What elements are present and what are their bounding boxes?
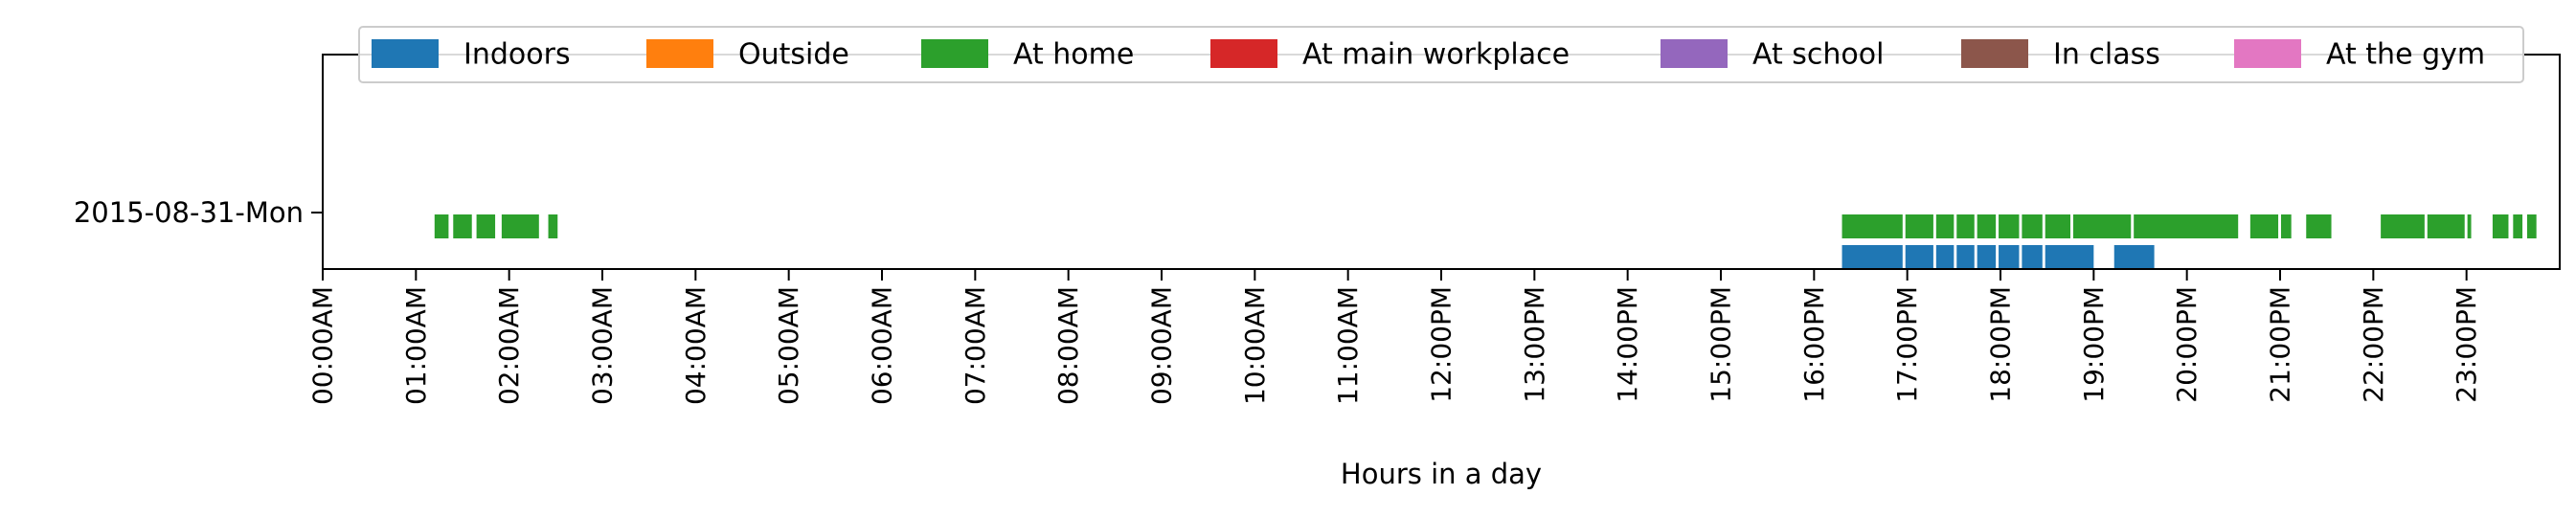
x-tick-label: 01:00AM <box>400 286 432 405</box>
x-tick-label: 03:00AM <box>587 286 619 405</box>
timeline-bar <box>1999 245 2020 269</box>
timeline-bar <box>1935 245 1955 269</box>
x-tick-label: 17:00PM <box>1891 286 1923 403</box>
legend-swatch <box>372 39 439 68</box>
timeline-bar <box>453 214 472 238</box>
x-tick-label: 16:00PM <box>1798 286 1830 403</box>
legend: Indoors Outside At home At main workplace At… <box>358 26 2524 83</box>
x-tick-label: 22:00PM <box>2358 286 2389 403</box>
legend-swatch <box>921 39 988 68</box>
x-axis-label: Hours in a day <box>1341 458 1542 490</box>
timeline-bar <box>2022 245 2043 269</box>
timeline-bar <box>2072 214 2132 238</box>
x-tick-label: 14:00PM <box>1612 286 1643 403</box>
timeline-bar <box>1977 214 1997 238</box>
timeline-bar <box>2280 214 2292 238</box>
x-tick-label: 18:00PM <box>1985 286 2017 403</box>
legend-swatch <box>646 39 713 68</box>
legend-label: At the gym <box>2326 38 2485 72</box>
timeline-bar <box>434 214 449 238</box>
x-tick-label: 07:00AM <box>960 286 991 405</box>
timeline-bar <box>2249 214 2279 238</box>
x-tick-label: 19:00PM <box>2078 286 2110 403</box>
timeline-bar <box>2526 214 2537 238</box>
timeline-bar <box>2045 245 2094 269</box>
x-tick-label: 15:00PM <box>1706 286 1737 403</box>
timeline-bar <box>1842 214 1903 238</box>
timeline-bar <box>2134 214 2239 238</box>
x-tick-label: 08:00AM <box>1052 286 1084 405</box>
y-axis: 2015-08-31-Mon <box>74 196 323 229</box>
timeline-bar <box>1935 214 1955 238</box>
timeline-bar <box>2045 214 2070 238</box>
legend-label: In class <box>2053 38 2160 72</box>
legend-swatch <box>1961 39 2028 68</box>
bars-layer <box>434 214 2537 269</box>
x-tick-label: 21:00PM <box>2265 286 2296 403</box>
x-tick-label: 00:00AM <box>307 286 339 405</box>
timeline-bar <box>548 214 558 238</box>
timeline-bar <box>1842 245 1903 269</box>
timeline-bar <box>2467 214 2472 238</box>
legend-label: At main workplace <box>1302 38 1570 72</box>
x-tick-label: 06:00AM <box>867 286 898 405</box>
timeline-bar <box>2306 214 2332 238</box>
timeline-bar <box>1956 214 1975 238</box>
x-tick-label: 05:00AM <box>773 286 804 405</box>
x-tick-label: 04:00AM <box>680 286 712 405</box>
x-tick-label: 23:00PM <box>2451 286 2482 403</box>
timeline-bar <box>476 214 496 238</box>
timeline-bar <box>2022 214 2043 238</box>
legend-label: Outside <box>738 38 849 72</box>
timeline-bar <box>2381 214 2425 238</box>
timeline-bar <box>2427 214 2465 238</box>
timeline-bar <box>2513 214 2523 238</box>
legend-swatch <box>1210 39 1277 68</box>
timeline-bar <box>1905 245 1933 269</box>
timeline-bar <box>2113 245 2155 269</box>
x-axis: 00:00AM 01:00AM 02:00AM 03:00AM 04:00AM 05:00… <box>307 269 2482 405</box>
y-tick-label: 2015-08-31-Mon <box>74 196 304 229</box>
timeline-bar <box>1999 214 2020 238</box>
legend-label: At school <box>1752 38 1884 72</box>
legend-swatch <box>2234 39 2301 68</box>
legend-swatch <box>1661 39 1728 68</box>
x-tick-label: 09:00AM <box>1146 286 1178 405</box>
legend-label: At home <box>1013 38 1134 72</box>
x-tick-label: 11:00AM <box>1332 286 1364 405</box>
legend-label: Indoors <box>463 38 571 72</box>
x-tick-label: 10:00AM <box>1239 286 1271 405</box>
timeline-bar <box>501 214 539 238</box>
timeline-bar <box>1905 214 1933 238</box>
x-tick-label: 20:00PM <box>2171 286 2203 403</box>
timeline-bar <box>1956 245 1975 269</box>
timeline-bar <box>2492 214 2509 238</box>
x-tick-label: 12:00PM <box>1426 286 1457 403</box>
timeline-bar <box>1977 245 1997 269</box>
x-tick-label: 13:00PM <box>1519 286 1550 403</box>
x-tick-label: 02:00AM <box>493 286 525 405</box>
